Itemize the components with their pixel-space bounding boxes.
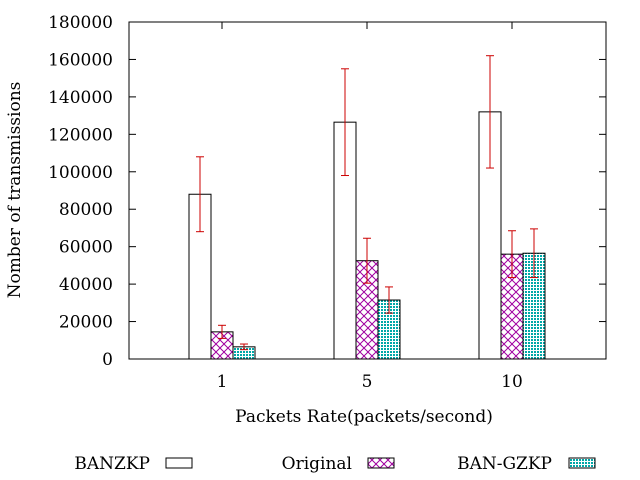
error-bar: [508, 230, 516, 279]
y-tick-label: 20000: [59, 313, 113, 333]
legend-swatch: [568, 457, 596, 469]
error-bar: [341, 68, 349, 177]
y-tick-label: 120000: [48, 125, 113, 145]
x-tick-label: 10: [501, 372, 523, 392]
y-tick-label: 140000: [48, 88, 113, 108]
x-tick-label: 1: [217, 372, 228, 392]
error-bar: [196, 156, 204, 233]
legend-item: BAN-GZKP: [457, 454, 596, 474]
y-axis: 0 20000 40000 60000 80000 100000 120000 140000 1…: [48, 13, 606, 370]
y-tick-label: 40000: [59, 275, 113, 295]
legend-swatch: [165, 457, 193, 469]
error-bars-group: [196, 55, 538, 351]
bars-group: [188, 111, 546, 360]
y-axis-label: Nomber of transmissions: [5, 82, 25, 299]
error-bar: [218, 324, 226, 339]
y-tick-label: 100000: [48, 163, 113, 183]
legend-label: Original: [282, 454, 352, 474]
legend-label: BANZKP: [74, 454, 150, 474]
error-bar: [486, 55, 494, 169]
error-bar: [530, 228, 538, 279]
x-axis-label: Packets Rate(packets/second): [235, 407, 493, 427]
legend-label: BAN-GZKP: [457, 454, 552, 474]
legend: BANZKP Original BAN-GZKP: [74, 454, 596, 474]
error-bar: [240, 343, 248, 351]
y-tick-label: 80000: [59, 200, 113, 220]
legend-item: BANZKP: [74, 454, 193, 474]
legend-swatch: [367, 457, 395, 469]
legend-item: Original: [282, 454, 395, 474]
x-axis: 1 5 10: [217, 22, 523, 392]
error-bar: [363, 237, 371, 284]
error-bar: [385, 286, 393, 314]
y-tick-label: 0: [102, 350, 113, 370]
x-tick-label: 5: [362, 372, 373, 392]
y-tick-label: 180000: [48, 13, 113, 33]
y-tick-label: 160000: [48, 50, 113, 70]
y-tick-label: 60000: [59, 238, 113, 258]
